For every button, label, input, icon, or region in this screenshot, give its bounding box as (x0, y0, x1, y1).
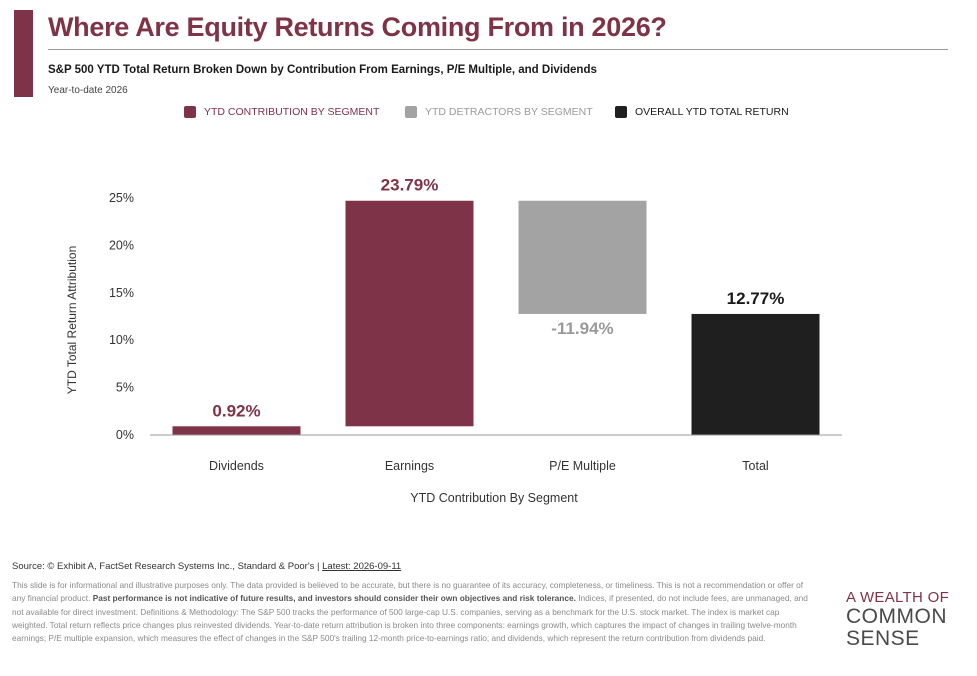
legend-label-detractors: YTD DETRACTORS BY SEGMENT (425, 106, 593, 118)
bar-value-label: 0.92% (212, 401, 260, 420)
y-tick-label: 25% (109, 191, 134, 205)
legend-label-total: OVERALL YTD TOTAL RETURN (635, 106, 789, 118)
bar-dividends (172, 426, 301, 435)
legend-item-contribution: YTD CONTRIBUTION BY SEGMENT (184, 106, 379, 118)
source-text: Source: © Exhibit A, FactSet Research Sy… (12, 561, 323, 572)
bar-earnings (345, 200, 474, 427)
source-line: Source: © Exhibit A, FactSet Research Sy… (12, 561, 401, 572)
legend-swatch-detractors (405, 106, 417, 118)
brand-line-3: SENSE (846, 627, 920, 650)
bar-total (691, 313, 820, 435)
legend-label-contribution: YTD CONTRIBUTION BY SEGMENT (204, 106, 380, 118)
title-divider (48, 49, 948, 50)
bar-value-label: 12.77% (727, 289, 785, 308)
waterfall-chart: 0% 5% 10% 15% 20% 25% 0.92% 23.79% -11.94% 12.77… (65, 176, 842, 505)
bar-value-label: -11.94% (551, 319, 613, 338)
y-tick-label: 5% (116, 381, 134, 395)
x-tick-label: Dividends (209, 459, 264, 473)
bar-value-label: 23.79% (381, 176, 439, 195)
chart-legend: YTD CONTRIBUTION BY SEGMENT YTD DETRACTO… (0, 106, 977, 124)
x-axis-title: YTD Contribution By Segment (410, 491, 578, 505)
disclaimer-bold: Past performance is not indicative of fu… (92, 593, 576, 604)
y-tick-label: 20% (109, 238, 134, 252)
y-tick-label: 0% (116, 428, 134, 442)
chart-bars (172, 200, 820, 435)
legend-swatch-total (615, 106, 627, 118)
accent-bar (14, 10, 33, 97)
legend-item-total: OVERALL YTD TOTAL RETURN (615, 106, 789, 118)
chart-subtitle: S&P 500 YTD Total Return Broken Down by … (48, 64, 597, 76)
period-label: Year-to-date 2026 (48, 85, 128, 96)
x-tick-label: Earnings (385, 459, 434, 473)
y-tick-label: 10% (109, 333, 134, 347)
bar-p-e-multiple (518, 200, 647, 314)
x-tick-label: Total (742, 459, 768, 473)
disclaimer-text: This slide is for informational and illu… (12, 579, 812, 645)
latest-date-link[interactable]: Latest: 2026-09-11 (322, 561, 402, 572)
disclaimer-part-2: Indices, if presented, do not include fe… (12, 593, 808, 644)
legend-item-detractors: YTD DETRACTORS BY SEGMENT (405, 106, 593, 118)
y-axis: 0% 5% 10% 15% 20% 25% (109, 191, 134, 442)
legend-swatch-contribution (184, 106, 196, 118)
x-tick-label: P/E Multiple (549, 459, 616, 473)
brand-logo: A WEALTH OF COMMON SENSE (846, 590, 976, 649)
value-labels: 0.92% 23.79% -11.94% 12.77% (212, 176, 784, 421)
disclaimer-part-1: This slide is for informational and illu… (12, 580, 804, 604)
y-axis-title: YTD Total Return Attribution (65, 246, 79, 395)
brand-line-1: A WEALTH OF (846, 589, 950, 606)
y-tick-label: 15% (109, 286, 134, 300)
page-title: Where Are Equity Returns Coming From in … (48, 12, 667, 42)
brand-line-2: COMMON (846, 605, 947, 628)
x-axis: Dividends Earnings P/E Multiple Total (150, 434, 842, 473)
